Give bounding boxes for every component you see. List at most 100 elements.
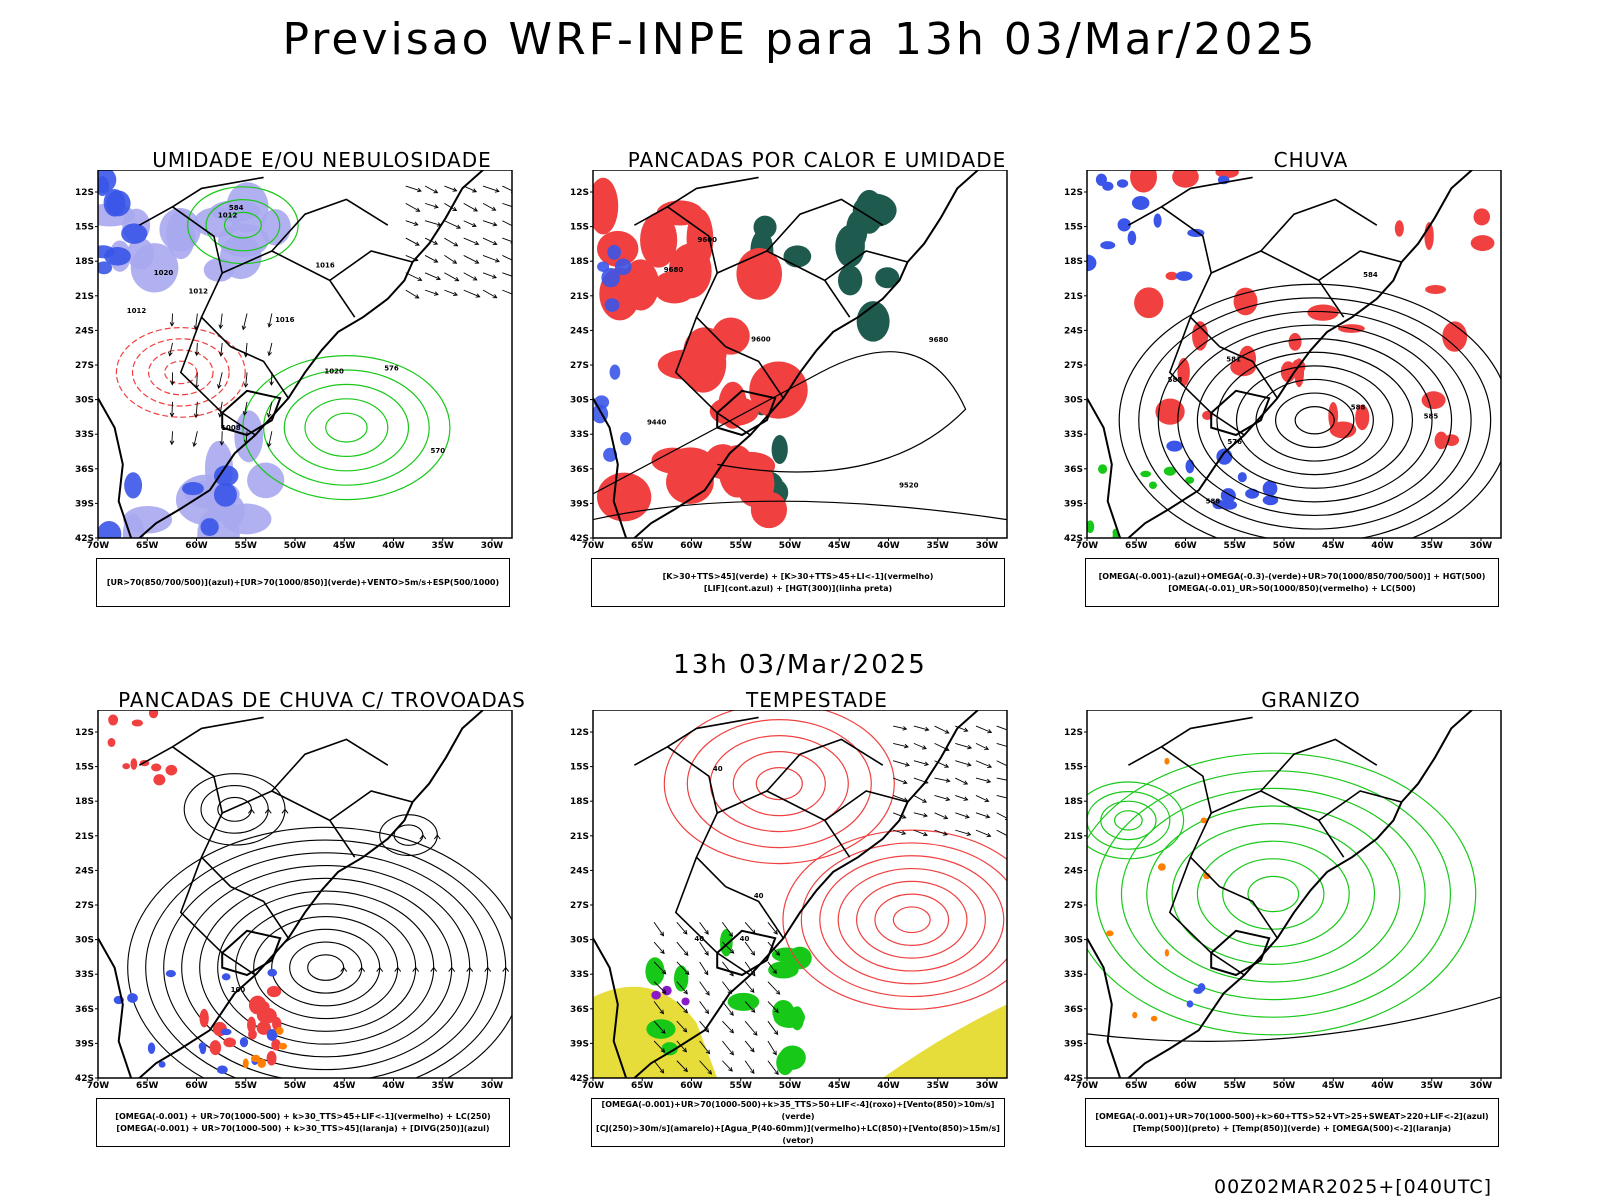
wind-vector	[722, 961, 734, 977]
wind-vector	[744, 941, 755, 956]
wind-vector	[913, 795, 927, 803]
wind-vector	[405, 220, 418, 226]
uruguay-border	[716, 389, 777, 437]
wind-vector	[424, 220, 441, 226]
wind-vector-head	[984, 797, 990, 803]
wind-vector-head	[491, 206, 497, 211]
lat-label: 39S	[1064, 1039, 1083, 1049]
wind-vector-head	[751, 971, 756, 977]
streamline-arrow	[412, 966, 420, 972]
wind-vector-head	[905, 762, 910, 767]
wind-vector-head	[475, 293, 481, 298]
wind-vector-head	[924, 761, 930, 766]
country-border	[725, 345, 785, 399]
streamline-arrow	[433, 834, 441, 840]
mid-title: 13h 03/Mar/2025	[673, 650, 927, 680]
wind-vector	[482, 255, 500, 262]
wind-vector	[463, 289, 480, 298]
country-border	[1168, 316, 1245, 436]
contour-label: 576	[384, 364, 399, 372]
wind-vector	[744, 981, 755, 993]
coastline-west	[1087, 397, 1122, 538]
wind-vector	[195, 313, 198, 330]
wind-vector-head	[242, 410, 248, 416]
lat-label: 12S	[1064, 728, 1083, 738]
contour-label: 588	[1351, 403, 1366, 411]
wind-vector-head	[749, 988, 755, 993]
wind-vector	[219, 313, 223, 329]
lon-label: 45W	[1322, 541, 1345, 551]
lc850-contour	[874, 893, 950, 946]
contour-label: 1012	[189, 287, 209, 295]
temp850-contour	[1087, 781, 1185, 860]
lif-contour-blob	[609, 364, 621, 380]
lat-label: 21S	[1064, 832, 1083, 842]
humidity-blob-core	[103, 188, 126, 217]
lon-label: 70W	[87, 541, 110, 551]
lat-label: 18S	[75, 797, 94, 807]
lat-label: 27S	[570, 901, 589, 911]
wind-vector-head	[750, 1069, 755, 1075]
wind-vector-head	[922, 745, 927, 750]
wind-vector-head	[773, 929, 778, 935]
wind-vector	[913, 829, 928, 836]
country-border	[139, 716, 264, 766]
wind-vector	[722, 941, 734, 954]
rain-area	[1434, 431, 1448, 450]
wind-vector	[245, 342, 248, 357]
lon-label: 40W	[877, 1081, 900, 1091]
run-label: 00Z02MAR2025+[040UTC]	[1214, 1176, 1492, 1198]
wind-vector	[268, 401, 273, 418]
contour-label: 1008	[221, 424, 241, 432]
divergence-area	[266, 1028, 278, 1041]
map-layers: 588 588 581 576 585 584 588	[1087, 170, 1501, 538]
wind-vector	[699, 941, 709, 956]
wind-vector	[913, 725, 929, 731]
lon-label: 35W	[927, 541, 950, 551]
wind-vector	[699, 1060, 712, 1075]
thunder-area	[165, 764, 178, 776]
omega500-area	[1150, 1015, 1158, 1022]
wind-vector	[676, 941, 689, 956]
wind-vector	[482, 289, 497, 299]
wind-vector-head	[704, 970, 709, 976]
map-frame	[97, 170, 513, 539]
lon-label: 35W	[927, 1081, 950, 1091]
thunder-area	[148, 710, 159, 719]
lat-label: 33S	[1064, 970, 1083, 980]
legend-caption-line: [OMEGA(-0.001) + UR>70(1000-500) + k>30_…	[116, 1123, 490, 1133]
wind-vector	[767, 1040, 777, 1055]
wind-vector-head	[472, 276, 478, 281]
wind-vector	[220, 342, 223, 356]
lon-label: 30W	[976, 541, 999, 551]
thunder-area	[130, 758, 138, 770]
wind-vector-head	[966, 762, 972, 767]
lon-label: 35W	[432, 1081, 455, 1091]
coastline-west	[98, 397, 133, 538]
omega-area	[1127, 230, 1137, 246]
wind-vector-head	[943, 831, 948, 836]
wind-vector-head	[729, 1011, 734, 1016]
contour-label: 9680	[664, 266, 684, 274]
lat-label: 18S	[570, 257, 589, 267]
wind-vector-head	[660, 1048, 666, 1053]
wind-vector-head	[682, 1047, 687, 1053]
wind-vector-head	[456, 224, 462, 229]
lon-label: 50W	[284, 1081, 307, 1091]
wind-vector-head	[454, 277, 460, 282]
uruguay-border	[221, 929, 282, 977]
temp850-contour	[1120, 787, 1426, 1001]
lif-contour-blob	[620, 432, 632, 446]
country-border	[1161, 206, 1221, 348]
wind-vector-head	[923, 831, 928, 837]
hgt500-contour	[1196, 338, 1433, 503]
wind-vector	[767, 922, 778, 935]
lon-label: 40W	[1371, 541, 1394, 551]
wind-vector	[245, 431, 248, 444]
wind-vector-head	[945, 796, 951, 802]
lon-label: 55W	[1224, 541, 1247, 551]
wind-vector	[653, 941, 665, 954]
lon-label: 65W	[1125, 1081, 1148, 1091]
thunder-area	[199, 1008, 209, 1028]
